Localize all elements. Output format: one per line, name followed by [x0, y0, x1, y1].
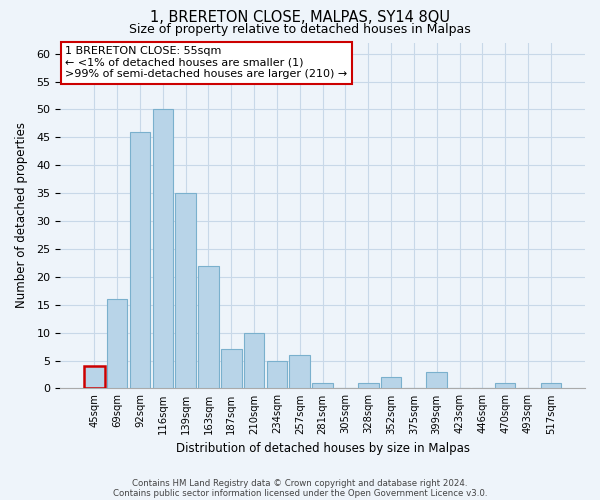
Bar [427, 372, 447, 388]
Text: Contains public sector information licensed under the Open Government Licence v3: Contains public sector information licen… [113, 488, 487, 498]
Text: Size of property relative to detached houses in Malpas: Size of property relative to detached ho… [129, 22, 471, 36]
Bar [244, 332, 265, 388]
Bar [495, 383, 515, 388]
Bar [313, 383, 333, 388]
Bar [198, 266, 219, 388]
Bar [221, 350, 242, 389]
Text: 1, BRERETON CLOSE, MALPAS, SY14 8QU: 1, BRERETON CLOSE, MALPAS, SY14 8QU [150, 10, 450, 25]
Bar [152, 110, 173, 388]
Bar [358, 383, 379, 388]
Bar [541, 383, 561, 388]
Bar [289, 355, 310, 388]
Y-axis label: Number of detached properties: Number of detached properties [15, 122, 28, 308]
X-axis label: Distribution of detached houses by size in Malpas: Distribution of detached houses by size … [176, 442, 470, 455]
Text: Contains HM Land Registry data © Crown copyright and database right 2024.: Contains HM Land Registry data © Crown c… [132, 478, 468, 488]
Text: 1 BRERETON CLOSE: 55sqm
← <1% of detached houses are smaller (1)
>99% of semi-de: 1 BRERETON CLOSE: 55sqm ← <1% of detache… [65, 46, 347, 79]
Bar [107, 299, 127, 388]
Bar [130, 132, 150, 388]
Bar [381, 378, 401, 388]
Bar [175, 193, 196, 388]
Bar [84, 366, 104, 388]
Bar [266, 360, 287, 388]
